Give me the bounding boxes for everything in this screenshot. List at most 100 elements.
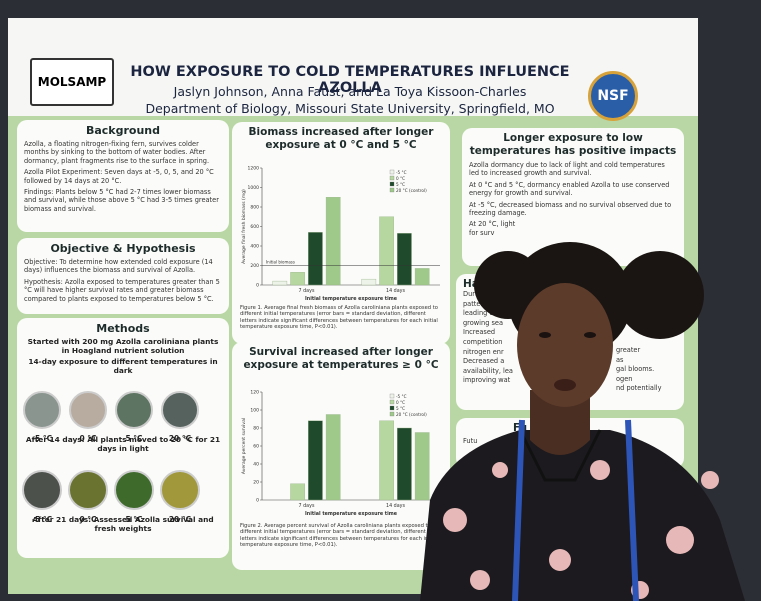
text-fragment: improving wat (463, 376, 511, 385)
dish (160, 470, 200, 510)
bullet: At -5 °C, decreased biomass and no survi… (469, 200, 672, 218)
necklace (518, 429, 602, 482)
bar (290, 272, 305, 286)
paragraph: Findings: Plants below 5 °C had 2-7 time… (24, 188, 219, 213)
background-box: Background Azolla, a floating nitrogen-f… (17, 120, 229, 232)
x-tick-label: 14 days (386, 503, 405, 509)
dish-label: 0 °C (79, 515, 97, 524)
chart-title: Biomass increased after longer exposure … (248, 126, 434, 151)
objective-box: Objective & Hypothesis Objective: To det… (17, 238, 229, 314)
bullet: Azolla dormancy due to lack of light and… (469, 161, 665, 178)
bar (325, 414, 341, 501)
dish (22, 470, 62, 510)
poster-header (8, 18, 698, 116)
y-tick-label: 120 (250, 390, 259, 396)
dish-label: 20 °C (169, 434, 192, 443)
authors: Jaslyn Johnson, Anna Faust, and La Toya … (173, 84, 527, 99)
lines: Dura pattern leading to growing sea Increase… (463, 290, 677, 386)
dishes (22, 391, 200, 510)
dish (69, 391, 107, 429)
text: Futu (463, 437, 478, 445)
dish (68, 470, 108, 510)
bar (379, 216, 394, 286)
y-tick-label: 800 (250, 205, 259, 211)
bar (290, 483, 305, 501)
reference-label: Initial biomass (266, 260, 295, 265)
text-fragment: availability, lea (463, 366, 513, 375)
dish (23, 391, 61, 429)
eye (584, 332, 596, 338)
text-fragment: greater (616, 346, 641, 354)
poster-title: HOW EXPOSURE TO COLD TEMPERATURES INFLUE… (130, 64, 570, 96)
legend-label: 20 °C (control) (396, 188, 427, 193)
bar (325, 197, 341, 286)
heading: Objective & Hypothesis (50, 242, 196, 255)
legend-swatch (389, 169, 395, 175)
bar (397, 427, 412, 501)
face (517, 283, 613, 407)
text-fragment: as (616, 355, 624, 364)
paragraph: Azolla Pilot Experiment: Seven days at -… (24, 168, 214, 185)
heading: Methods (96, 322, 150, 335)
text-fragment: ogen (616, 374, 633, 383)
text-fragment: Decreased a (463, 357, 505, 366)
legend-swatch (389, 411, 395, 417)
bar (414, 432, 430, 501)
chart-title: Survival increased after longer exposure… (243, 346, 439, 371)
lines: greater as gal blooms. ogen nd potentially (616, 346, 662, 394)
affiliation: Department of Biology, Missouri State Un… (145, 101, 555, 116)
legend-label: 5 °C (396, 182, 405, 187)
heading: Longer exposure to low temperatures has … (469, 132, 677, 157)
y-tick-label: 80 (253, 426, 259, 432)
legend-swatch (389, 399, 395, 405)
figure2-box: Survival increased after longer exposure… (232, 342, 450, 570)
legend-swatch (389, 405, 395, 411)
hair-bun (616, 251, 704, 339)
step: After 21 days: Assessed Azolla survival … (32, 515, 214, 533)
bar (308, 232, 323, 286)
step: 14-day exposure to different temperature… (28, 357, 218, 375)
bar (272, 280, 288, 286)
text-fragment: leading to (463, 309, 497, 318)
bar (379, 420, 394, 501)
text-fragment: pattern (463, 299, 488, 308)
y-tick-label: 1000 (248, 185, 260, 191)
dish-label: -5 °C (32, 515, 53, 524)
caption: Figure 1. Average final fresh biomass of… (240, 305, 438, 331)
legend-label: 0 °C (396, 176, 405, 181)
eye (539, 332, 551, 338)
step: Started with 200 mg Azolla caroliniana p… (27, 337, 219, 355)
bullet: At 20 °C, light (469, 220, 516, 229)
text-fragment: Dura (463, 290, 480, 298)
y-axis-label: Average final fresh biomass (mg) (241, 189, 247, 264)
dish-label: -5 °C (32, 434, 53, 443)
dish-label: 5 °C (125, 434, 143, 443)
text-fragment: nitrogen enr (463, 347, 504, 356)
heading: Background (85, 124, 161, 137)
legend-label: 20 °C (control) (396, 412, 427, 417)
legend-swatch (389, 175, 395, 181)
paragraph: Objective: To determine how extended col… (24, 258, 213, 275)
text-fragment: gal blooms. (616, 365, 655, 374)
paragraph: Azolla, a floating nitrogen-fixing fern,… (24, 140, 210, 165)
dish-label: 0 °C (79, 434, 97, 443)
legend-label: -5 °C (396, 394, 407, 399)
bullet: for surv (469, 228, 495, 237)
y-tick-label: 60 (253, 444, 259, 450)
bar (414, 268, 430, 286)
paragraph: Hypothesis: Azolla exposed to temperatur… (24, 277, 220, 303)
nsf-logo: NSF (588, 71, 638, 121)
dress (420, 430, 745, 601)
dish (115, 391, 153, 429)
logo: MOLSAMP (30, 58, 114, 106)
dish (114, 470, 154, 510)
text-fragment: competition (463, 337, 503, 346)
x-axis-label: Initial temperature exposure time (305, 511, 398, 517)
legend-label: 0 °C (396, 400, 405, 405)
y-tick-label: 600 (250, 224, 259, 230)
text-fragment: growing sea (463, 318, 504, 327)
y-tick-label: 0 (256, 498, 259, 504)
y-tick-label: 20 (253, 480, 259, 486)
